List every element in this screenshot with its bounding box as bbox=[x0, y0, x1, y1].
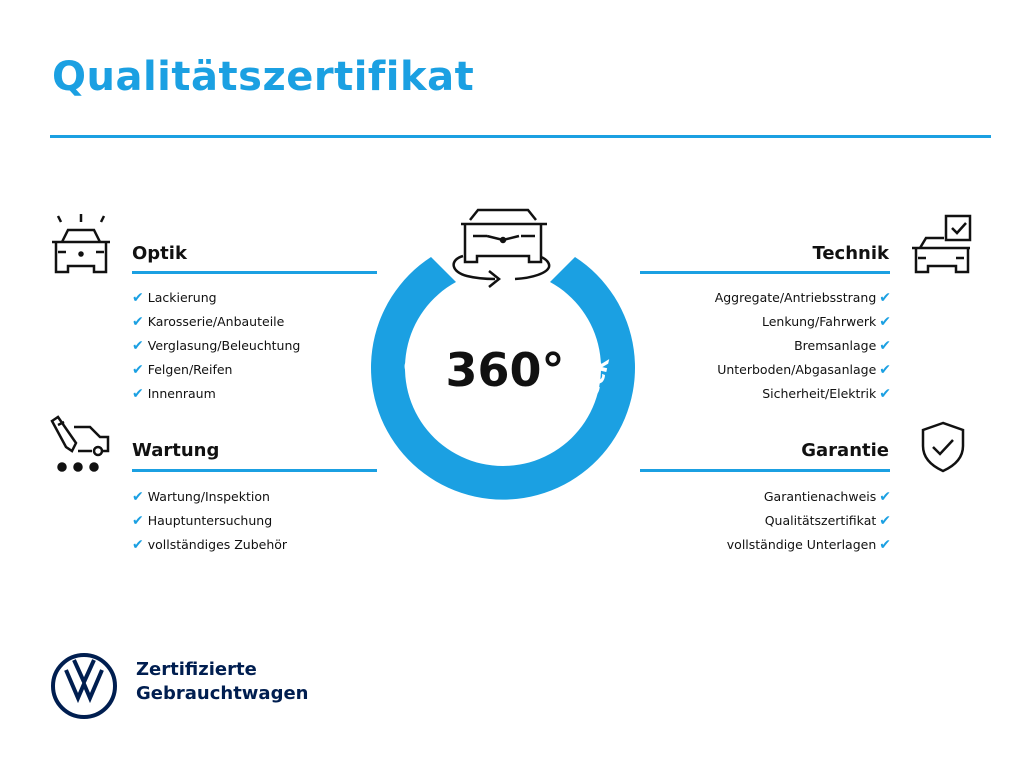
list-item: Garantienachweis ✔ bbox=[727, 485, 891, 509]
divider bbox=[640, 469, 890, 472]
list-item: ✔ Wartung/Inspektion bbox=[132, 485, 287, 509]
title-divider bbox=[50, 135, 991, 138]
check-icon: ✔ bbox=[132, 537, 144, 553]
check-icon: ✔ bbox=[132, 362, 144, 378]
brand-text: Zertifizierte Gebrauchtwagen bbox=[136, 658, 308, 706]
list-item-label: Lenkung/Fahrwerk bbox=[762, 314, 877, 329]
section-heading-wartung: Wartung bbox=[132, 440, 220, 461]
list-item: Lenkung/Fahrwerk ✔ bbox=[715, 310, 891, 334]
list-item-label: vollständiges Zubehör bbox=[147, 537, 288, 552]
check-icon: ✔ bbox=[132, 386, 144, 402]
section-heading-optik: Optik bbox=[132, 243, 187, 264]
divider bbox=[132, 469, 377, 472]
vw-logo bbox=[51, 653, 117, 719]
list-garantie: Garantienachweis ✔ Qualitätszertifikat ✔ vol… bbox=[727, 485, 891, 557]
page-title: Qualitätszertifikat bbox=[52, 54, 475, 100]
list-item: vollständige Unterlagen ✔ bbox=[727, 533, 891, 557]
list-item-label: Sicherheit/Elektrik bbox=[762, 386, 877, 401]
section-heading-garantie: Garantie bbox=[801, 440, 889, 461]
list-item-label: Garantienachweis bbox=[763, 489, 877, 504]
shield-check-icon bbox=[921, 421, 965, 473]
list-optik: ✔ Lackierung ✔ Karosserie/Anbauteile ✔ Vergla… bbox=[132, 286, 300, 406]
360-label: 360° bbox=[445, 343, 564, 397]
list-item-label: Qualitätszertifikat bbox=[764, 513, 877, 528]
list-item: ✔ Lackierung bbox=[132, 286, 300, 310]
car-rotate-icon bbox=[452, 208, 551, 288]
list-item-label: Wartung/Inspektion bbox=[147, 489, 270, 504]
car-checkbox-icon bbox=[912, 214, 972, 274]
brand-line-1: Zertifizierte bbox=[136, 659, 257, 680]
check-icon: ✔ bbox=[879, 489, 891, 505]
360-check-badge: Gebrauchtwagen-Check 360° bbox=[371, 208, 635, 500]
check-icon: ✔ bbox=[132, 290, 144, 306]
check-icon: ✔ bbox=[879, 386, 891, 402]
section-heading-technik: Technik bbox=[812, 243, 889, 264]
list-item: ✔ Karosserie/Anbauteile bbox=[132, 310, 300, 334]
list-item-label: Bremsanlage bbox=[794, 338, 877, 353]
brand-line-2: Gebrauchtwagen bbox=[136, 683, 309, 704]
list-item-label: Lackierung bbox=[147, 290, 217, 305]
divider bbox=[132, 271, 377, 274]
list-item: Qualitätszertifikat ✔ bbox=[727, 509, 891, 533]
service-van-icon bbox=[50, 415, 110, 472]
list-item-label: Aggregate/Antriebsstrang bbox=[714, 290, 877, 305]
list-item: ✔ Innenraum bbox=[132, 382, 300, 406]
list-item-label: Hauptuntersuchung bbox=[147, 513, 273, 528]
list-item: Sicherheit/Elektrik ✔ bbox=[715, 382, 891, 406]
list-item: Aggregate/Antriebsstrang ✔ bbox=[715, 286, 891, 310]
list-item-label: Felgen/Reifen bbox=[147, 362, 233, 377]
check-icon: ✔ bbox=[132, 513, 144, 529]
list-item: ✔ vollständiges Zubehör bbox=[132, 533, 287, 557]
check-icon: ✔ bbox=[879, 513, 891, 529]
check-icon: ✔ bbox=[879, 314, 891, 330]
list-item-label: Innenraum bbox=[147, 386, 216, 401]
divider bbox=[640, 271, 890, 274]
list-item-label: Karosserie/Anbauteile bbox=[147, 314, 285, 329]
list-item: ✔ Verglasung/Beleuchtung bbox=[132, 334, 300, 358]
check-icon: ✔ bbox=[132, 489, 144, 505]
check-icon: ✔ bbox=[879, 537, 891, 553]
list-item-label: Unterboden/Abgasanlage bbox=[717, 362, 877, 377]
check-icon: ✔ bbox=[879, 338, 891, 354]
list-item: ✔ Felgen/Reifen bbox=[132, 358, 300, 382]
check-icon: ✔ bbox=[132, 314, 144, 330]
check-icon: ✔ bbox=[879, 290, 891, 306]
list-item: Unterboden/Abgasanlage ✔ bbox=[715, 358, 891, 382]
list-item: ✔ Hauptuntersuchung bbox=[132, 509, 287, 533]
check-icon: ✔ bbox=[132, 338, 144, 354]
check-icon: ✔ bbox=[879, 362, 891, 378]
car-lights-icon bbox=[52, 214, 110, 274]
list-technik: Aggregate/Antriebsstrang ✔ Lenkung/Fahrwer… bbox=[715, 286, 891, 406]
list-item-label: Verglasung/Beleuchtung bbox=[147, 338, 301, 353]
list-wartung: ✔ Wartung/Inspektion ✔ Hauptuntersuchung ✔ vo… bbox=[132, 485, 287, 557]
list-item: Bremsanlage ✔ bbox=[715, 334, 891, 358]
list-item-label: vollständige Unterlagen bbox=[726, 537, 877, 552]
